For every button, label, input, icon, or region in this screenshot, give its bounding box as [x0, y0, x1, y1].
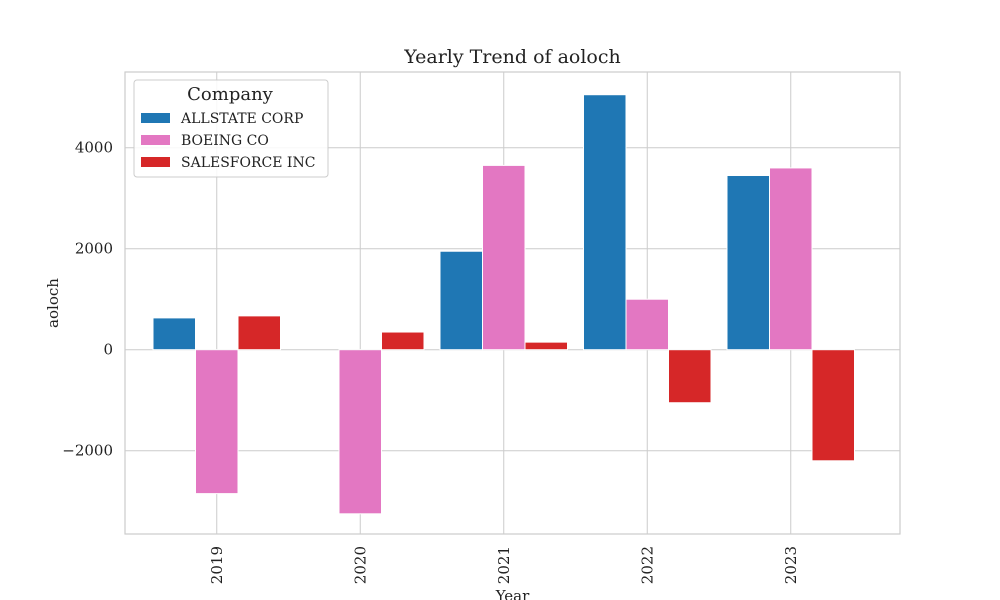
chart-title: Yearly Trend of aoloch	[403, 46, 621, 68]
bar	[195, 349, 239, 495]
legend-label: BOEING CO	[181, 133, 269, 149]
legend-title: Company	[187, 84, 274, 105]
legend-label: SALESFORCE INC	[181, 155, 315, 171]
bar	[811, 349, 855, 462]
bar	[381, 331, 425, 351]
legend-swatch	[141, 135, 170, 145]
x-tick-label: 2023	[782, 546, 800, 584]
bar	[625, 298, 669, 351]
bar	[482, 164, 526, 351]
y-tick-label: −2000	[62, 442, 113, 460]
bars	[152, 94, 855, 515]
bar	[769, 167, 813, 351]
x-tick-label: 2021	[495, 546, 513, 584]
x-tick-label: 2020	[351, 546, 369, 584]
y-tick-label: 2000	[75, 240, 113, 258]
y-tick-label: 4000	[75, 139, 113, 157]
legend-swatch	[141, 113, 170, 123]
tick-labels: −2000 0 2000 4000 2019 2020 2021 2022 2023	[62, 139, 800, 584]
y-tick-label: 0	[103, 341, 113, 359]
legend-items: ALLSTATE CORP BOEING CO SALESFORCE INC	[141, 111, 315, 171]
bar	[583, 94, 627, 351]
x-tick-label: 2022	[638, 546, 656, 584]
x-tick-label: 2019	[208, 546, 226, 584]
plot-frame	[124, 71, 901, 535]
bar	[439, 250, 483, 351]
legend: Company ALLSTATE CORP BOEING CO SALESFORCE…	[133, 79, 329, 178]
bar	[668, 349, 712, 404]
bar	[726, 175, 770, 351]
bar	[338, 349, 382, 515]
legend-swatch	[141, 157, 170, 167]
bar	[524, 341, 568, 351]
bar	[237, 315, 281, 351]
legend-box	[133, 79, 329, 178]
x-axis-label: Year	[495, 587, 530, 600]
bar	[152, 317, 196, 351]
y-axis-label: aoloch	[44, 278, 62, 328]
legend-label: ALLSTATE CORP	[180, 111, 303, 127]
